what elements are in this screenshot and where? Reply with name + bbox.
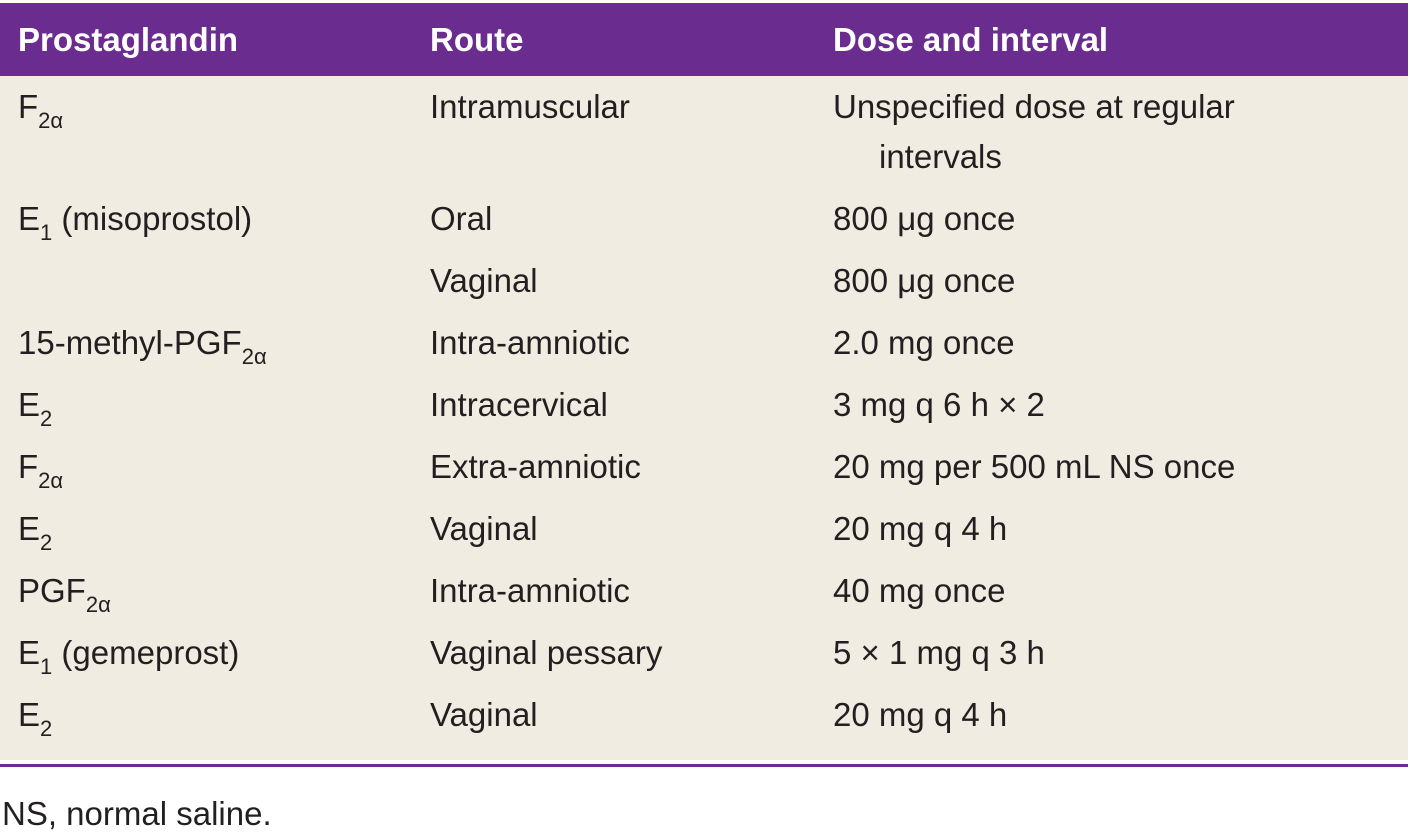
route-cell: Oral	[430, 200, 493, 237]
route-cell: Extra-amniotic	[430, 448, 641, 485]
route-cell: Intra-amniotic	[430, 324, 630, 361]
dose-cell: 3 mg q 6 h × 2	[833, 386, 1045, 423]
prostaglandin-cell: E2	[0, 684, 412, 760]
route-cell: Vaginal	[430, 262, 538, 299]
dose-cell: 20 mg q 4 h	[833, 696, 1008, 733]
prostaglandin-cell: F2α	[0, 76, 412, 188]
prostaglandin-cell: F2α	[0, 436, 412, 498]
table-row: Vaginal 800 μg once	[0, 250, 1408, 312]
subscript: 1	[40, 220, 53, 245]
subscript: 1	[40, 654, 53, 679]
prostaglandin-cell	[0, 250, 412, 312]
dose-cell: 2.0 mg once	[833, 324, 1015, 361]
prostaglandin-cell: E1 (misoprostol)	[0, 188, 412, 250]
table-body: F2α Intramuscular Unspecified dose at regu…	[0, 76, 1408, 760]
table: Prostaglandin Route Dose and interval F2…	[0, 3, 1408, 760]
footnote: NS, normal saline.	[2, 795, 272, 832]
dose-cell: 40 mg once	[833, 572, 1006, 609]
prostaglandin-name: PGF	[18, 572, 86, 609]
subscript: 2α	[85, 592, 111, 617]
bottom-rule	[0, 764, 1408, 767]
table-row: F2α Extra-amniotic 20 mg per 500 mL NS onc…	[0, 436, 1408, 498]
prostaglandin-note: (gemeprost)	[52, 634, 240, 671]
table-row: PGF2α Intra-amniotic 40 mg once	[0, 560, 1408, 622]
prostaglandin-cell: E2	[0, 374, 412, 436]
table-row: 15-methyl-PGF2α Intra-amniotic 2.0 mg once	[0, 312, 1408, 374]
subscript: 2α	[241, 344, 267, 369]
subscript: 2α	[38, 108, 64, 133]
prostaglandin-cell: E2	[0, 498, 412, 560]
table-row: E2 Intracervical 3 mg q 6 h × 2	[0, 374, 1408, 436]
subscript: 2	[40, 406, 53, 431]
dose-cell: 20 mg per 500 mL NS once	[833, 448, 1236, 485]
prostaglandin-name: E	[18, 386, 41, 423]
prostaglandin-cell: E1 (gemeprost)	[0, 622, 412, 684]
route-cell: Intramuscular	[430, 88, 630, 125]
prostaglandin-name: 15-methyl-PGF	[18, 324, 242, 361]
route-cell: Vaginal	[430, 696, 538, 733]
dose-cell: 800 μg once	[833, 200, 1016, 237]
dose-cell: 5 × 1 mg q 3 h	[833, 634, 1045, 671]
prostaglandin-note: (misoprostol)	[52, 200, 253, 237]
subscript: 2α	[38, 468, 64, 493]
dose-cell: 800 μg once	[833, 262, 1016, 299]
table-header: Prostaglandin Route Dose and interval	[0, 3, 1408, 76]
route-cell: Intra-amniotic	[430, 572, 630, 609]
prostaglandin-cell: PGF2α	[0, 560, 412, 622]
prostaglandin-name: E	[18, 510, 41, 547]
dose-cell: 20 mg q 4 h	[833, 510, 1008, 547]
route-cell: Vaginal pessary	[430, 634, 663, 671]
table-row: E2 Vaginal 20 mg q 4 h	[0, 684, 1408, 760]
prostaglandin-name: E	[18, 200, 41, 237]
table-row: E1 (gemeprost) Vaginal pessary 5 × 1 mg q …	[0, 622, 1408, 684]
table-row: E2 Vaginal 20 mg q 4 h	[0, 498, 1408, 560]
dose-cell: Unspecified dose at regular intervals	[833, 88, 1235, 175]
subscript: 2	[40, 530, 53, 555]
prostaglandin-name: F	[18, 88, 39, 125]
prostaglandin-name: E	[18, 696, 41, 733]
prostaglandin-cell: 15-methyl-PGF2α	[0, 312, 412, 374]
table-container: Prostaglandin Route Dose and interval F2…	[0, 3, 1408, 760]
column-header: Dose and interval	[815, 3, 1408, 76]
route-cell: Intracervical	[430, 386, 608, 423]
table-row: E1 (misoprostol) Oral 800 μg once	[0, 188, 1408, 250]
route-cell: Vaginal	[430, 510, 538, 547]
subscript: 2	[40, 716, 53, 741]
table-row: F2α Intramuscular Unspecified dose at regu…	[0, 76, 1408, 188]
header-row: Prostaglandin Route Dose and interval	[0, 3, 1408, 76]
column-header: Prostaglandin	[0, 3, 412, 76]
prostaglandin-name: E	[18, 634, 41, 671]
prostaglandin-name: F	[18, 448, 39, 485]
column-header: Route	[412, 3, 815, 76]
